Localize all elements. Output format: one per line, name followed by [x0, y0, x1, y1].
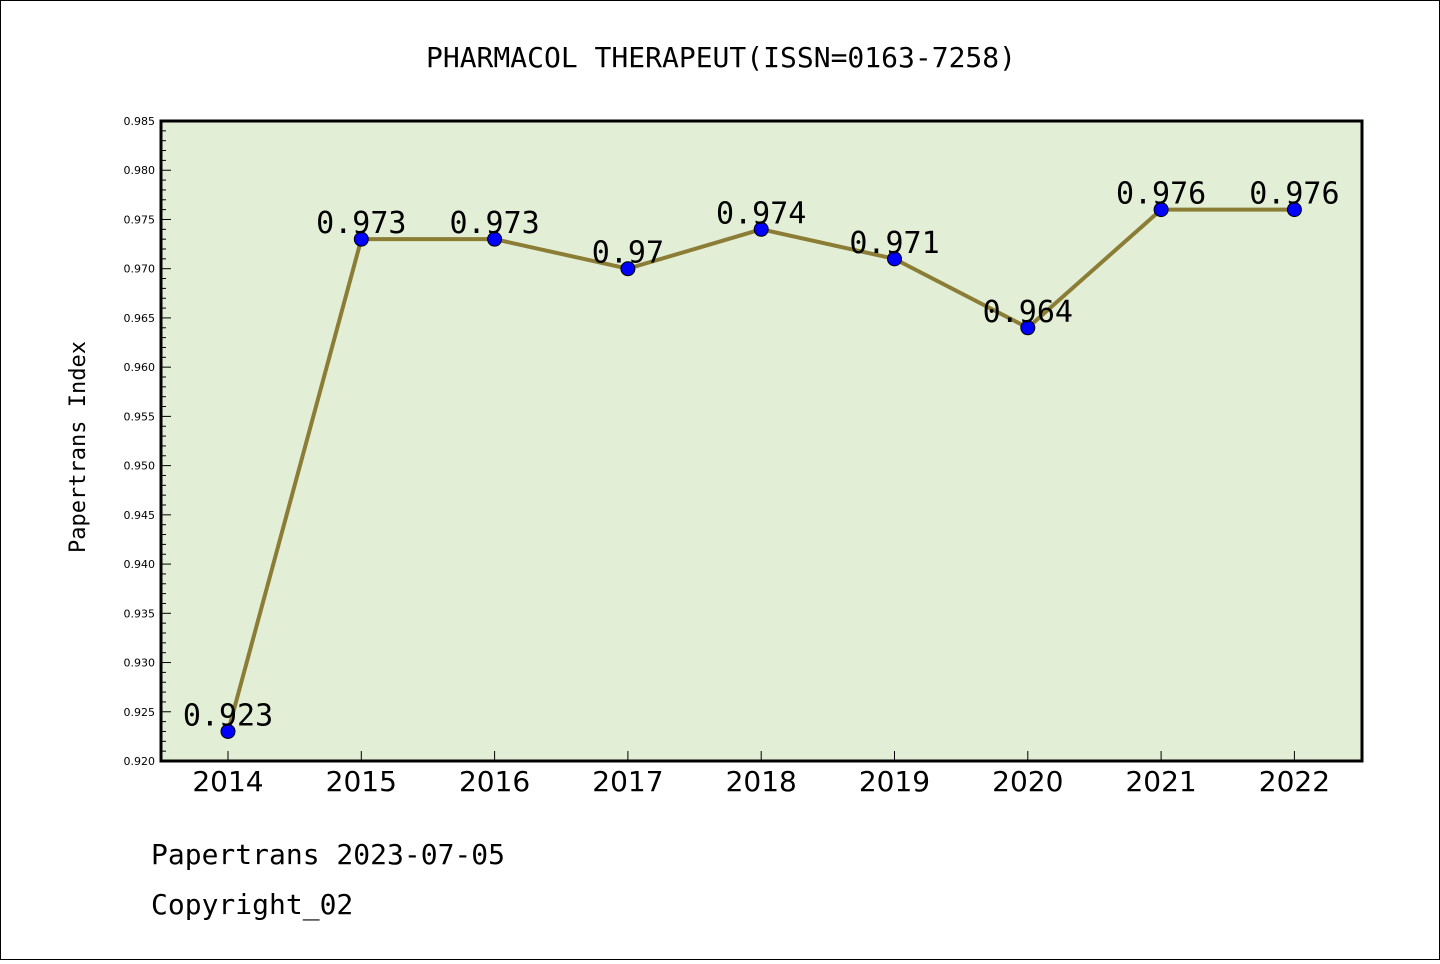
y-tick-label: 0.945	[124, 509, 156, 522]
data-label: 0.976	[1116, 177, 1206, 212]
x-tick-label: 2020	[992, 765, 1063, 798]
y-tick-label: 0.930	[124, 657, 156, 670]
data-label: 0.973	[316, 206, 406, 241]
y-tick-label: 0.935	[124, 607, 156, 620]
y-tick-label: 0.940	[124, 558, 156, 571]
data-labels: 0.923 0.973 0.973 0.97 0.974 0.971 0.964 0.976 0…	[183, 177, 1340, 734]
chart-title: PHARMACOL THERAPEUT(ISSN=0163-7258)	[426, 41, 1016, 74]
x-tick-label: 2017	[592, 765, 663, 798]
data-label: 0.964	[983, 295, 1073, 330]
data-point	[1286, 202, 1302, 218]
y-tick-label: 0.980	[124, 164, 156, 177]
y-tick-label: 0.925	[124, 706, 156, 719]
y-tick-label: 0.960	[124, 361, 156, 374]
footer-copyright: Copyright_02	[151, 888, 353, 922]
data-point	[487, 231, 503, 247]
x-tick-label: 2022	[1259, 765, 1330, 798]
y-tick-label: 0.970	[124, 263, 156, 276]
x-tick-label: 2015	[326, 765, 397, 798]
plot-border	[159, 119, 1364, 763]
data-label: 0.974	[716, 196, 806, 231]
x-tick-labels: 2014 2015 2016 2017 2018 2019 2020 2021 2022	[192, 765, 1330, 798]
data-point	[753, 221, 769, 237]
x-tick-label: 2014	[192, 765, 263, 798]
footer-date: Papertrans 2023-07-05	[151, 838, 505, 871]
data-point	[353, 231, 369, 247]
x-tick-label: 2019	[859, 765, 930, 798]
x-ticks	[227, 751, 1295, 761]
data-point	[620, 261, 636, 277]
data-point	[887, 251, 902, 267]
data-label: 0.973	[449, 206, 539, 241]
y-axis-label: Papertrans Index	[66, 341, 91, 553]
y-tick-label: 0.955	[124, 410, 156, 423]
x-tick-label: 2021	[1125, 765, 1196, 798]
data-label: 0.971	[849, 226, 939, 261]
y-tick-label: 0.975	[124, 213, 156, 226]
data-point	[1153, 202, 1169, 218]
data-label: 0.976	[1249, 177, 1339, 212]
data-label: 0.923	[183, 698, 273, 733]
data-point	[1020, 320, 1036, 336]
y-tick-labels: 0.920 0.925 0.930 0.935 0.940 0.945 0.950 0.955…	[124, 115, 156, 768]
data-markers	[220, 202, 1302, 739]
data-label: 0.97	[592, 236, 664, 271]
y-tick-label: 0.950	[124, 460, 156, 473]
y-tick-label: 0.920	[124, 755, 156, 768]
x-tick-label: 2018	[726, 765, 797, 798]
y-tick-label: 0.985	[124, 115, 156, 128]
x-tick-label: 2016	[459, 765, 530, 798]
y-tick-label: 0.965	[124, 312, 156, 325]
data-point	[220, 723, 236, 739]
